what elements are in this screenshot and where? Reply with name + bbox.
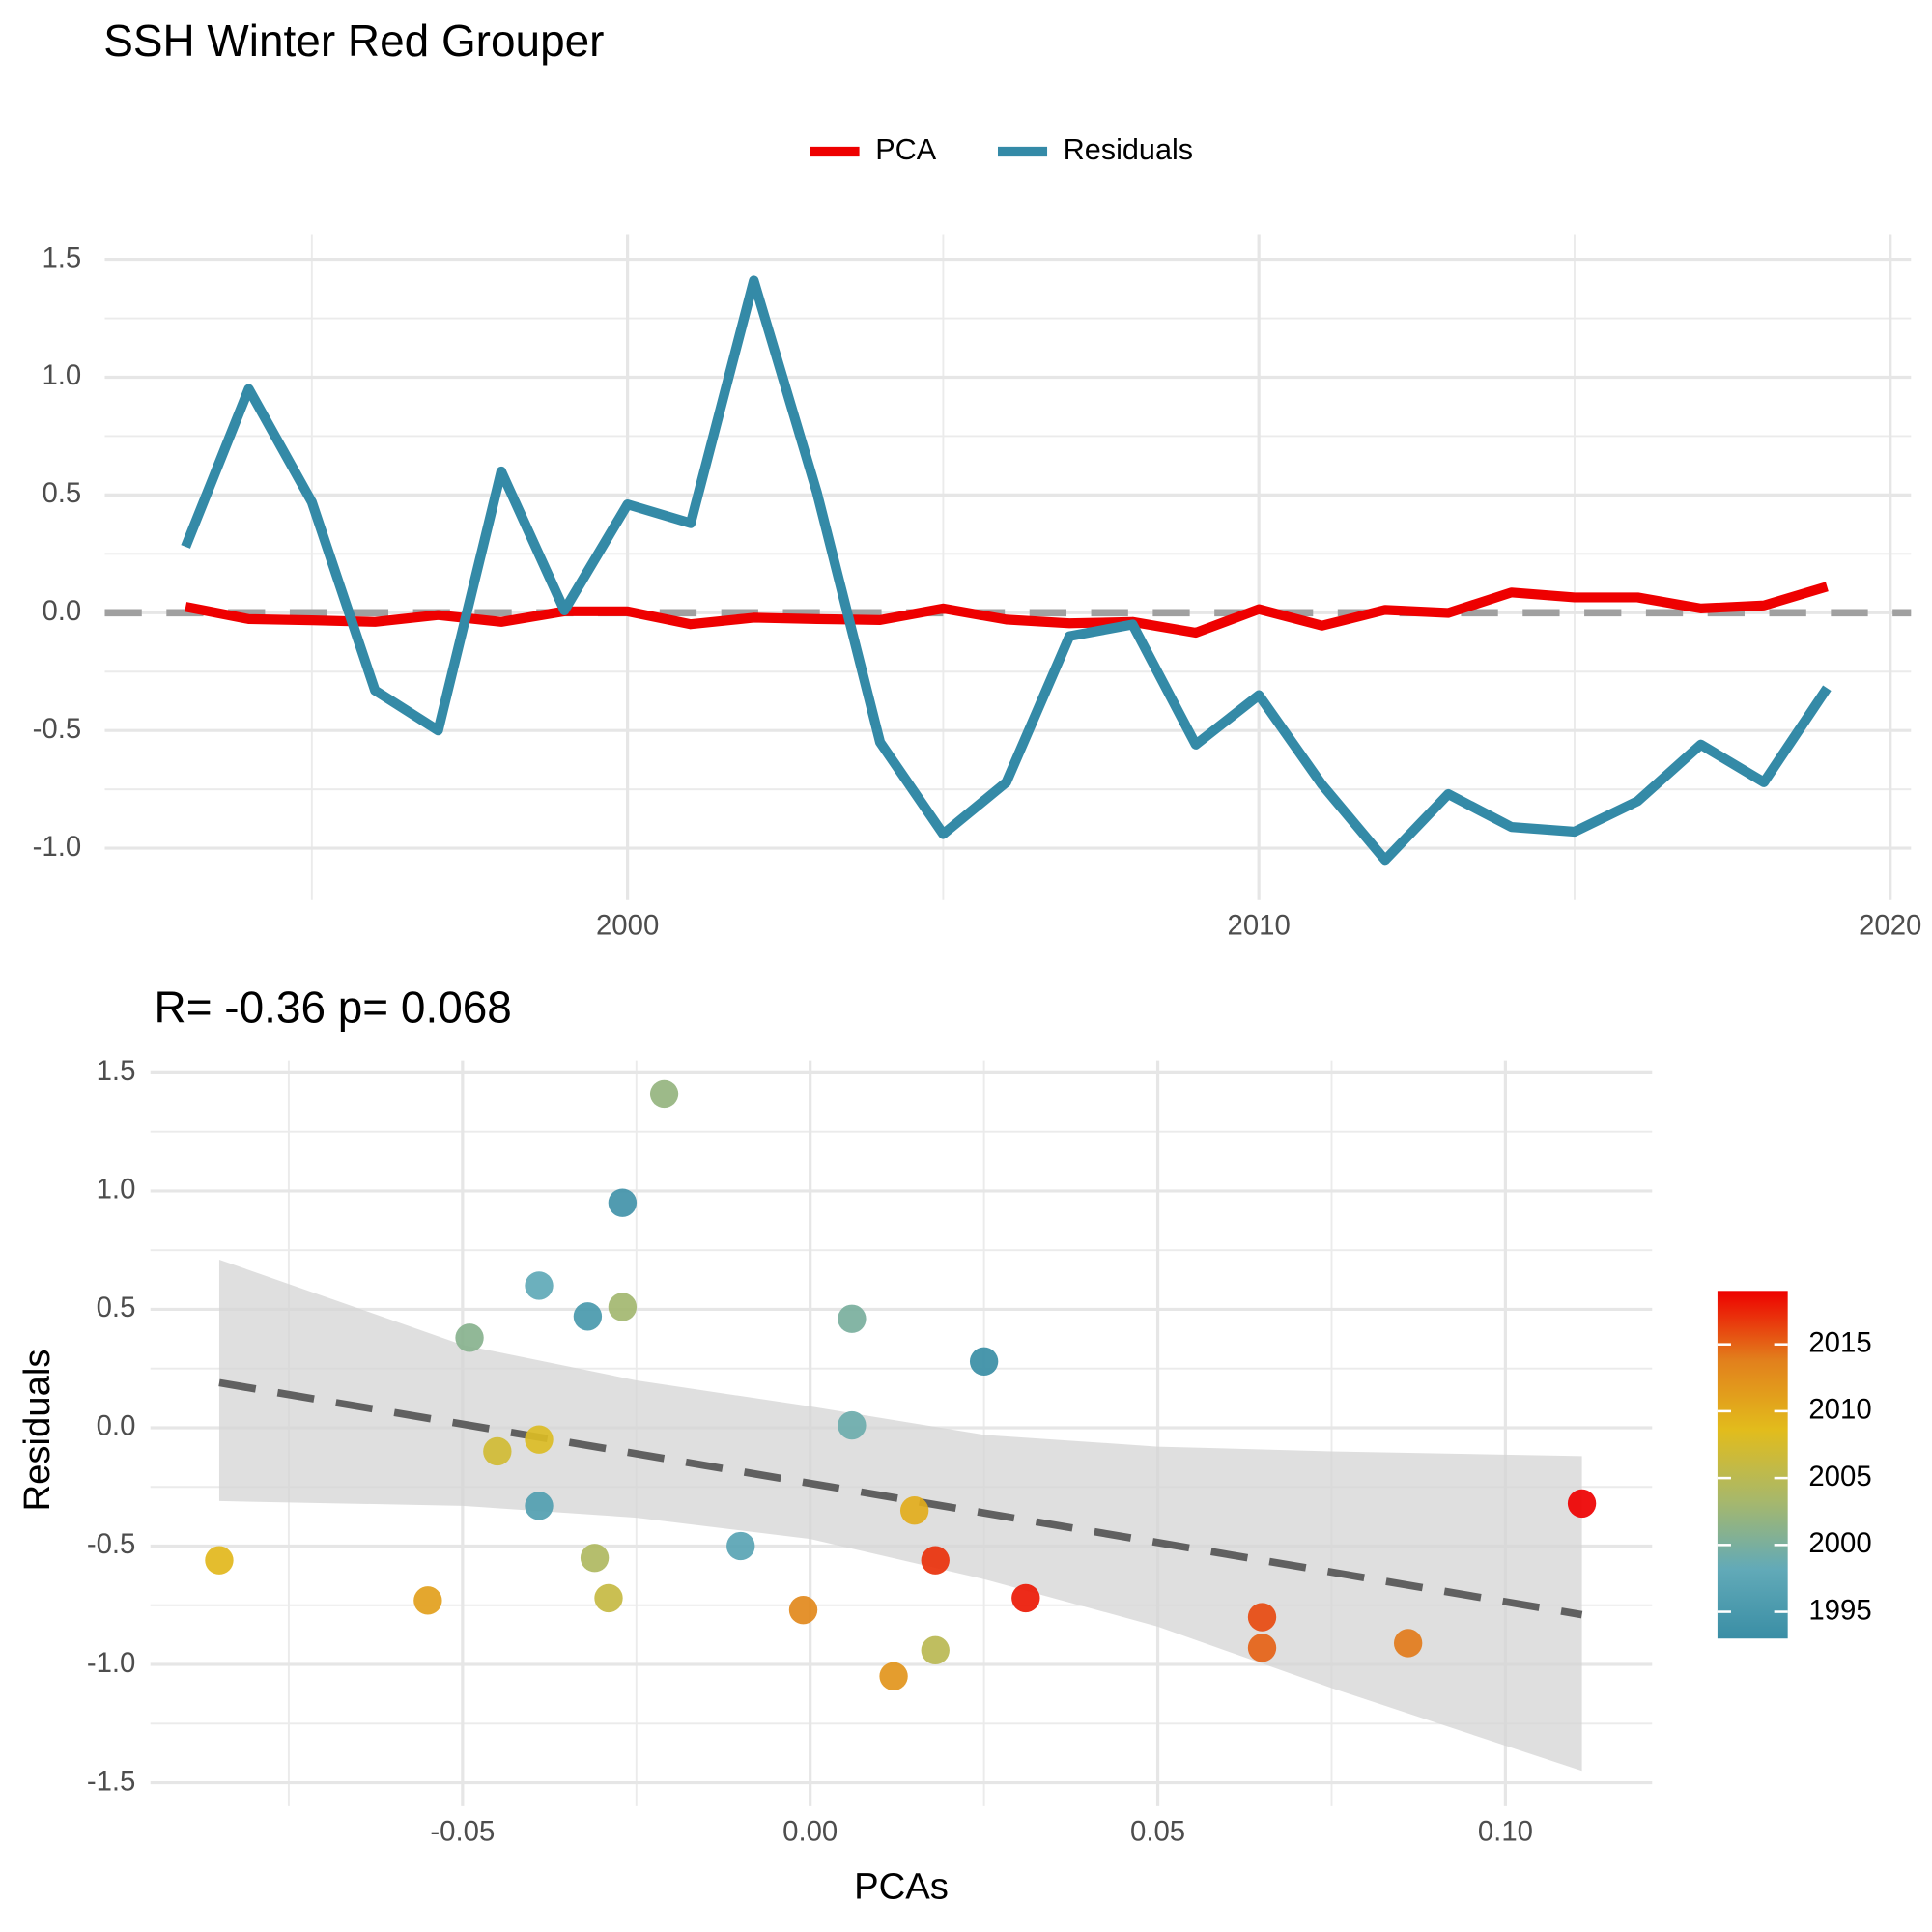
y-tick-label: 1.0	[42, 359, 81, 391]
point	[455, 1323, 484, 1352]
colorbar-label: 2000	[1808, 1527, 1871, 1559]
y-tick-label: -0.5	[87, 1528, 136, 1560]
x-tick-label: -0.05	[430, 1816, 495, 1848]
legend-label: PCA	[875, 133, 937, 166]
point	[413, 1586, 442, 1615]
y-tick-label: 1.0	[97, 1174, 136, 1206]
x-tick-label: 0.05	[1130, 1816, 1185, 1848]
y-tick-label: 0.5	[42, 477, 81, 509]
fit-line	[218, 1378, 1583, 1619]
y-tick-label: 0.5	[97, 1292, 136, 1323]
y-tick-label: 0.0	[42, 595, 81, 627]
point	[788, 1595, 818, 1625]
x-axis-label: PCAs	[854, 1865, 949, 1907]
point	[580, 1544, 610, 1573]
point	[525, 1271, 554, 1300]
point	[1011, 1583, 1040, 1613]
point	[525, 1425, 554, 1454]
point	[921, 1546, 950, 1575]
point	[608, 1293, 638, 1321]
y-tick-label: 1.5	[97, 1055, 136, 1087]
point	[1567, 1489, 1597, 1519]
point	[649, 1079, 679, 1109]
point	[205, 1546, 234, 1575]
colorbar-label: 1995	[1808, 1594, 1871, 1626]
y-tick-label: -1.5	[87, 1765, 136, 1797]
series-line	[185, 582, 1829, 639]
point	[608, 1188, 638, 1217]
y-tick-label: -1.0	[33, 831, 82, 863]
point	[838, 1410, 867, 1440]
point	[899, 1496, 929, 1525]
x-tick-label: 2010	[1228, 910, 1291, 942]
subtitle: R= -0.36 p= 0.068	[155, 982, 512, 1033]
confidence-band	[218, 1259, 1582, 1772]
y-axis-label: Residuals	[16, 1350, 58, 1512]
y-tick-label: -0.5	[33, 713, 82, 745]
colorbar-label: 2005	[1808, 1461, 1871, 1492]
point	[483, 1436, 512, 1466]
colorbar-label: 2010	[1808, 1394, 1871, 1426]
point	[525, 1492, 554, 1520]
point	[594, 1583, 623, 1613]
point	[1393, 1629, 1423, 1658]
colorbar	[1717, 1291, 1788, 1639]
colorbar-label: 2015	[1808, 1326, 1871, 1358]
legend-label: Residuals	[1064, 133, 1193, 166]
point	[726, 1531, 755, 1561]
y-tick-label: -1.0	[87, 1647, 136, 1679]
y-tick-label: 0.0	[97, 1410, 136, 1442]
x-tick-label: 2020	[1859, 910, 1921, 942]
series-line	[181, 275, 1832, 866]
point	[969, 1347, 999, 1377]
point	[879, 1662, 908, 1690]
x-tick-label: 2000	[596, 910, 659, 942]
point	[838, 1304, 867, 1333]
point	[573, 1302, 603, 1331]
x-tick-label: 0.10	[1478, 1816, 1533, 1848]
x-tick-label: 0.00	[782, 1816, 838, 1848]
chart-title: SSH Winter Red Grouper	[103, 15, 604, 66]
point	[1247, 1603, 1277, 1632]
point	[1247, 1634, 1277, 1662]
y-tick-label: 1.5	[42, 242, 81, 273]
point	[921, 1635, 950, 1664]
